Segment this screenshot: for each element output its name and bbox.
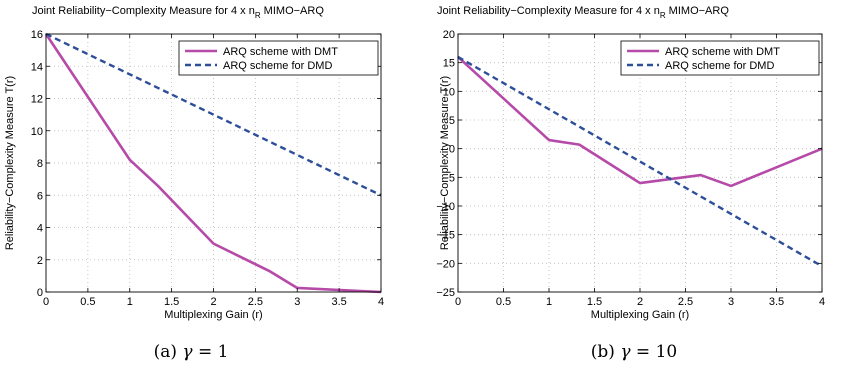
caption-prefix: (a) [154, 342, 183, 362]
legend-box [620, 40, 820, 76]
x-axis-label: Multiplexing Gain (r) [591, 309, 689, 321]
x-tick-label: 0 [43, 296, 49, 308]
subfigure-caption: (a) γ = 1 [154, 342, 229, 362]
chart-title-subscript: R [255, 11, 261, 20]
x-tick-label: 2.5 [248, 296, 263, 308]
caption-gamma: γ [620, 342, 631, 362]
x-tick-label: 4 [378, 296, 384, 308]
x-tick-label: 1.5 [164, 296, 179, 308]
caption-gamma: γ [182, 342, 193, 362]
x-tick-label: 0.5 [80, 296, 95, 308]
x-tick-label: 4 [819, 296, 825, 308]
x-tick-label: 0 [455, 296, 461, 308]
caption-value: = 1 [193, 342, 229, 362]
x-tick-label: 2.5 [678, 296, 693, 308]
y-tick-label: −15 [436, 230, 455, 242]
y-tick-label: 14 [31, 61, 43, 73]
x-tick-label: 1 [127, 296, 133, 308]
legend-label-dmt: ARQ scheme with DMT [223, 46, 338, 58]
caption-value: = 10 [631, 342, 678, 362]
y-tick-label: 0 [37, 287, 43, 299]
chart-title-suffix: MIMO−ARQ [666, 5, 730, 17]
legend-label-dmd: ARQ scheme for DMD [223, 60, 332, 72]
chart-panel-a: Joint Reliability−Complexity Measure for… [4, 5, 384, 362]
series-line-dmd [45, 32, 382, 197]
x-tick-label: 3 [728, 296, 734, 308]
x-tick-label: 2 [637, 296, 643, 308]
chart-title-main: Joint Reliability−Complexity Measure for… [32, 5, 255, 17]
x-tick-label: 3.5 [769, 296, 784, 308]
legend-box [178, 40, 379, 76]
y-tick-label: 12 [31, 94, 43, 106]
legend-label-dmd: ARQ scheme for DMD [665, 60, 774, 72]
y-tick-label: 5 [449, 115, 455, 127]
subfigure-caption: (b) γ = 10 [591, 342, 677, 362]
x-tick-label: 3.5 [331, 296, 346, 308]
y-tick-label: 15 [443, 58, 455, 70]
y-tick-label: 0 [449, 144, 455, 156]
y-tick-label: 4 [37, 223, 43, 235]
chart-panel-b: Joint Reliability−Complexity Measure for… [436, 5, 825, 362]
y-tick-label: 10 [443, 86, 455, 98]
chart-title: Joint Reliability−Complexity Measure for… [437, 5, 729, 20]
x-tick-label: 1.5 [587, 296, 602, 308]
y-tick-label: −5 [442, 172, 455, 184]
y-tick-label: 16 [31, 29, 43, 41]
chart-title: Joint Reliability−Complexity Measure for… [32, 5, 324, 20]
y-tick-label: 20 [443, 29, 455, 41]
y-axis-label: Reliability−Complexity Measure T(r) [439, 76, 451, 250]
x-tick-label: 2 [210, 296, 216, 308]
chart-title-subscript: R [660, 11, 666, 20]
y-tick-label: 6 [37, 190, 43, 202]
series-line-dmt [457, 55, 823, 188]
caption-prefix: (b) [591, 342, 621, 362]
legend-label-dmt: ARQ scheme with DMT [665, 46, 780, 58]
y-tick-label: −10 [436, 201, 455, 213]
x-axis-label: Multiplexing Gain (r) [164, 309, 262, 321]
x-tick-label: 1 [546, 296, 552, 308]
y-tick-label: −20 [436, 258, 455, 270]
y-axis-label: Reliability−Complexity Measure T(r) [4, 76, 16, 250]
chart-title-main: Joint Reliability−Complexity Measure for… [437, 5, 660, 17]
y-tick-label: 2 [37, 255, 43, 267]
x-tick-label: 0.5 [496, 296, 511, 308]
x-tick-label: 3 [294, 296, 300, 308]
y-tick-label: 10 [31, 126, 43, 138]
y-tick-label: −25 [436, 287, 455, 299]
y-tick-label: 8 [37, 158, 43, 170]
series-line-dmt [44, 33, 382, 294]
chart-title-suffix: MIMO−ARQ [261, 5, 325, 17]
